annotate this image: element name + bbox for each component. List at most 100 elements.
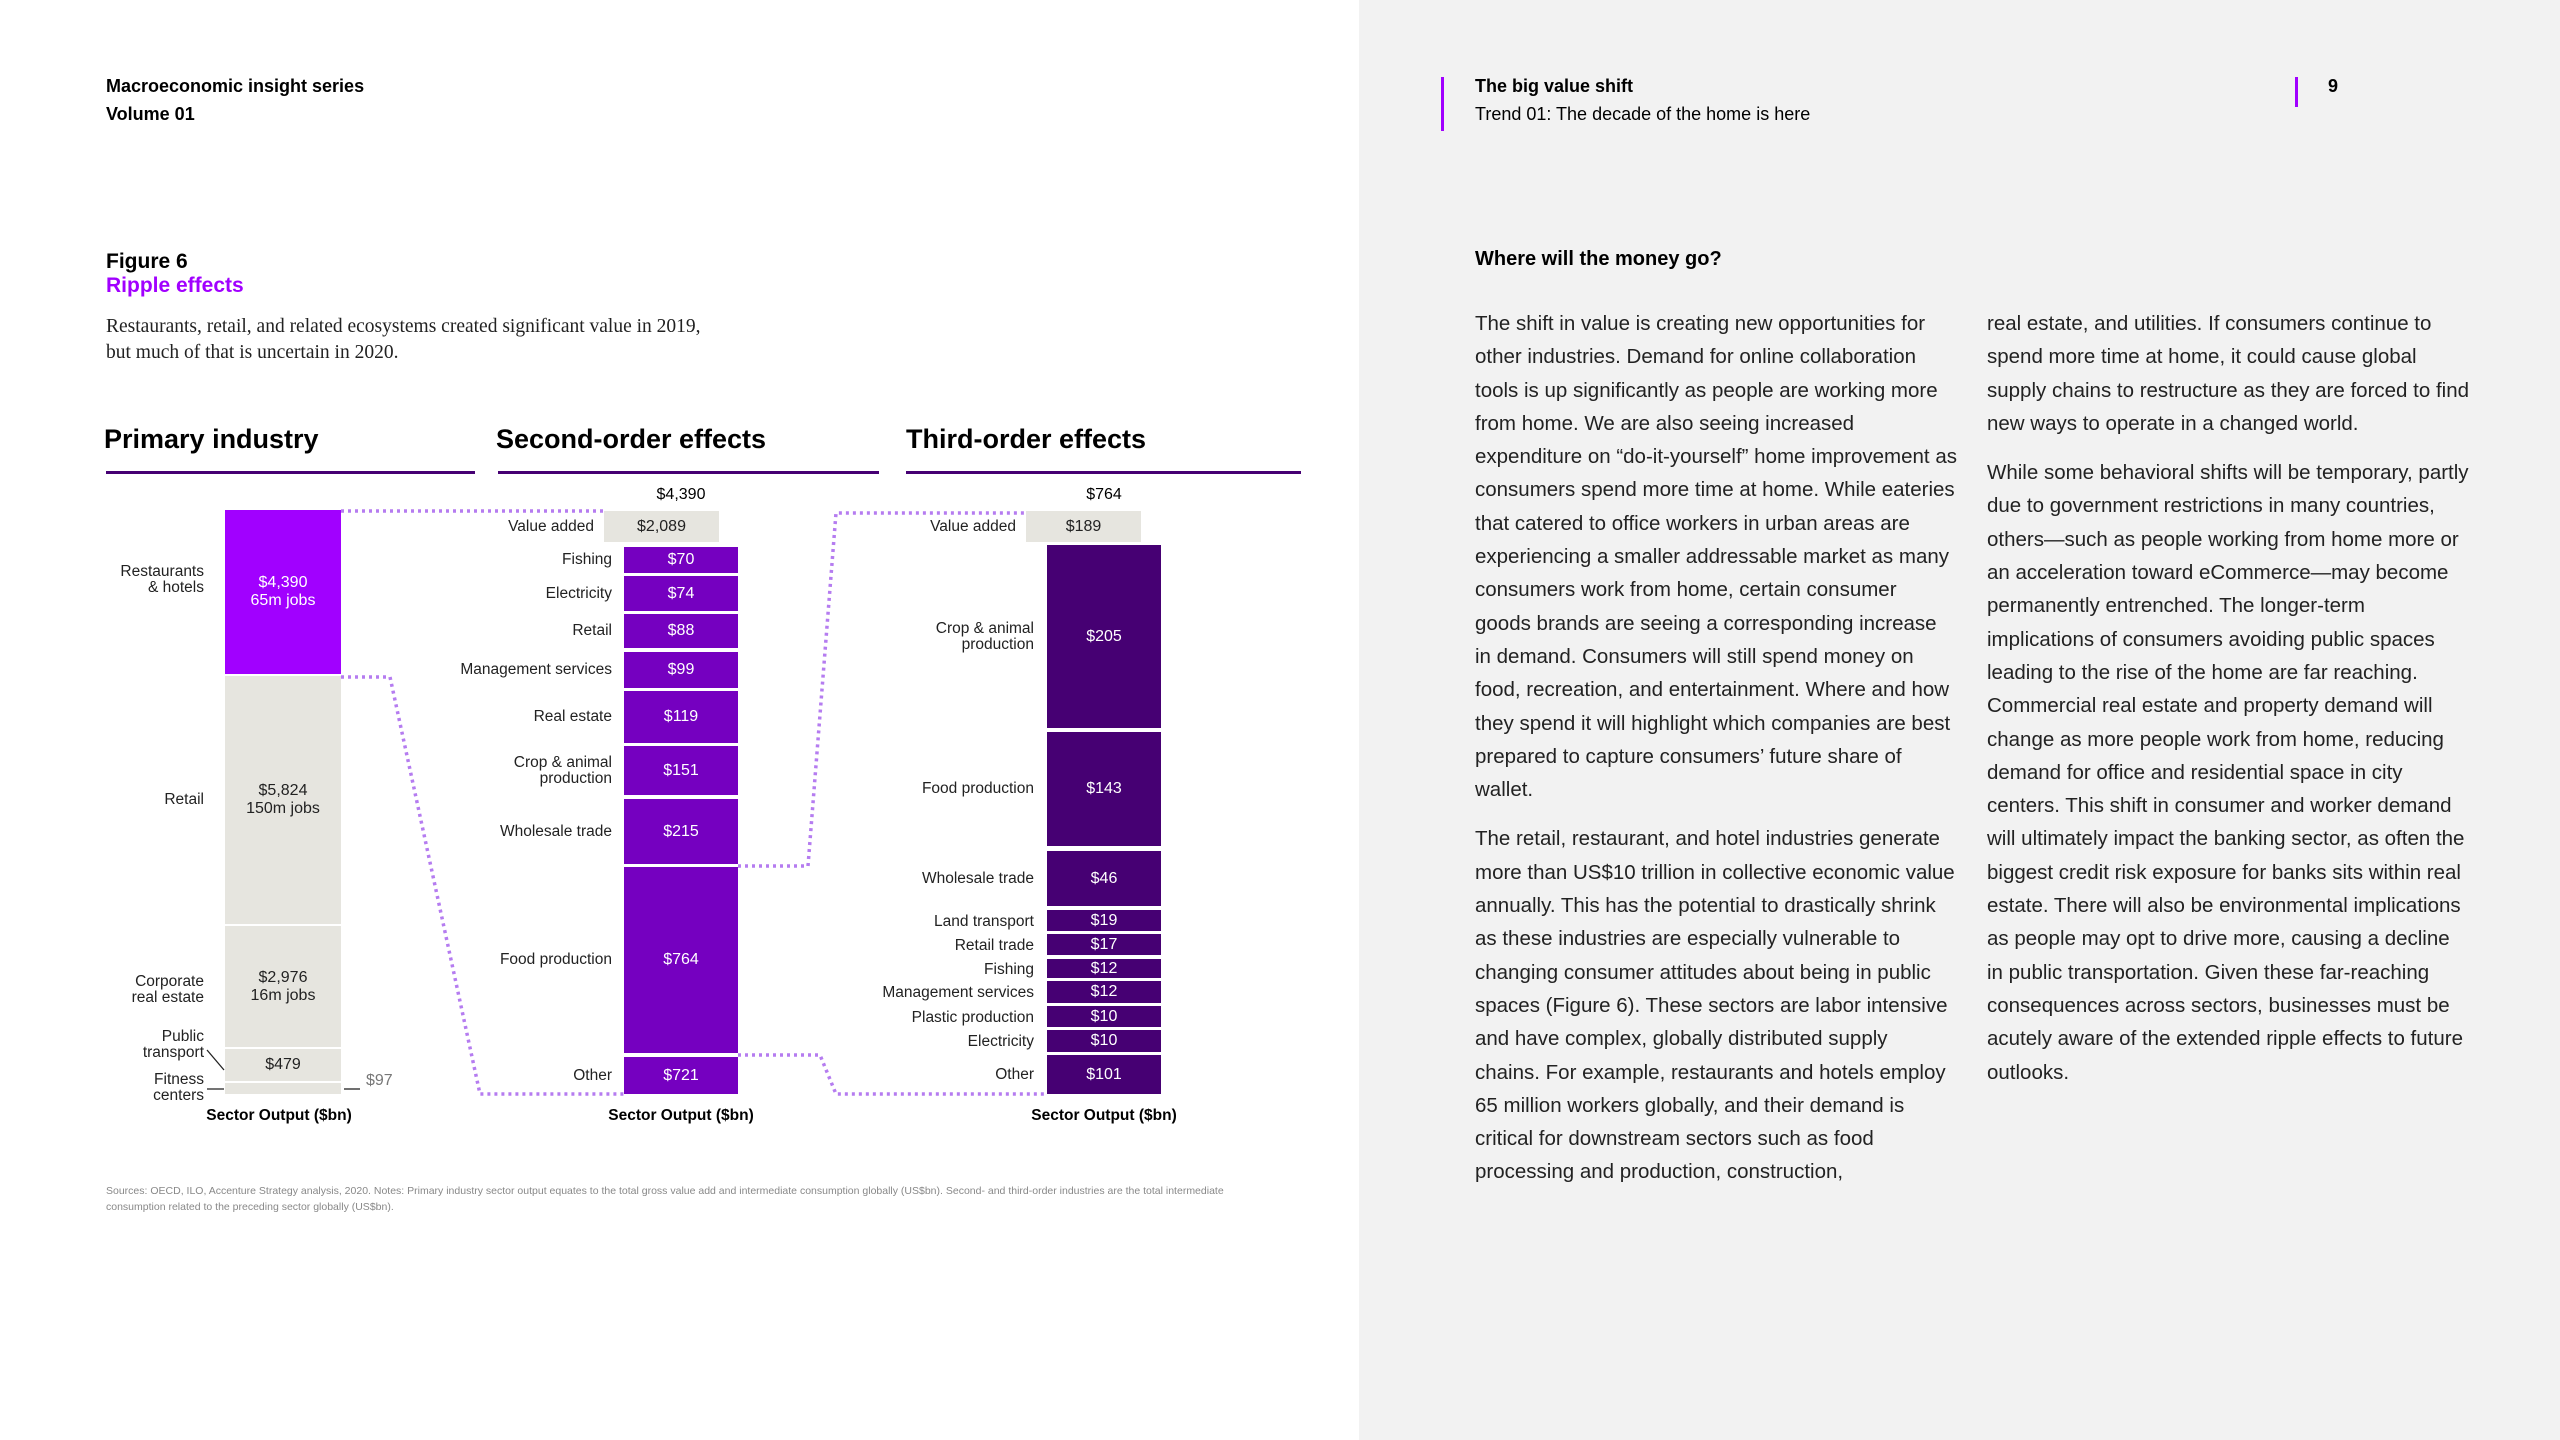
paragraph: The retail, restaurant, and hotel indust…	[1475, 827, 1955, 1184]
segment-value: $2,976	[258, 968, 308, 986]
segment-label: Wholesale trade	[499, 822, 612, 840]
panel-underline	[498, 471, 879, 474]
bar-segment: $151	[624, 746, 738, 795]
segment-label: Wholesale trade	[921, 869, 1034, 887]
chapter-title: The big value shift	[1475, 76, 1634, 96]
bar-segment: $99	[624, 652, 738, 688]
segment-label: Other	[573, 1066, 612, 1084]
paragraph: The shift in value is creating new oppor…	[1475, 312, 1957, 802]
bar-segment: $10	[1047, 1006, 1161, 1027]
bar-segment: $215	[624, 799, 738, 864]
bar-segment: $5,824 150m jobs	[225, 676, 341, 924]
segment-label: Crop & animal production	[392, 746, 612, 795]
label-line: production	[961, 635, 1034, 653]
bar-segment: $19	[1047, 910, 1161, 931]
segment-label: Management services	[460, 661, 612, 678]
panel-underline	[106, 471, 475, 474]
label-line: Fitness	[154, 1071, 204, 1088]
segment-label: Crop & animal production	[814, 545, 1034, 728]
label-line: centers	[153, 1087, 204, 1104]
bar-segment: $101	[1047, 1055, 1161, 1094]
value-added-box: $189	[1026, 511, 1141, 542]
bar-segment: $4,390 65m jobs	[225, 510, 341, 674]
series-title: Macroeconomic insight series	[106, 76, 365, 96]
bar-segment: $17	[1047, 934, 1161, 955]
connector-line	[738, 511, 1026, 868]
label-line: real estate	[131, 989, 204, 1006]
figure-sources: Sources: OECD, ILO, Accenture Strategy a…	[106, 1185, 1224, 1213]
segment-label: Management services	[882, 984, 1034, 1001]
segment-value: $4,390	[258, 574, 308, 591]
chapter-subtitle: Trend 01: The decade of the home is here	[1475, 104, 1811, 124]
bar-segment: $74	[624, 576, 738, 611]
value-added-box: $2,089	[604, 511, 719, 542]
paragraph: While some behavioral shifts will be tem…	[1987, 461, 2469, 1084]
panel-total: $4,390	[656, 486, 706, 503]
segment-value: $97	[366, 1072, 393, 1089]
segment-label: Fishing	[562, 551, 612, 568]
label-line: production	[539, 769, 612, 787]
paragraph: real estate, and utilities. If consumers…	[1987, 312, 2470, 435]
label-line: Public	[161, 1028, 204, 1045]
bar-segment: $119	[624, 691, 738, 743]
bar-segment: $764	[624, 867, 738, 1053]
panel-title-second: Second-order effects	[496, 424, 767, 454]
bar-segment: $721	[624, 1057, 738, 1094]
label-line: Crop & animal	[935, 619, 1034, 637]
label-line: Corporate	[135, 973, 204, 990]
bar-segment: $70	[624, 547, 738, 573]
segment-label: Real estate	[533, 708, 612, 725]
segment-label: Food production	[921, 780, 1034, 797]
figure-title: Ripple effects	[106, 274, 244, 297]
segment-label: Electricity	[967, 1033, 1034, 1050]
bar-segment: $88	[624, 614, 738, 648]
segment-label: Other	[995, 1065, 1034, 1083]
article-heading: Where will the money go?	[1475, 248, 1722, 270]
segment-label: Corporate real estate	[60, 970, 204, 1010]
panel-total: $764	[1086, 486, 1122, 503]
segment-jobs: 65m jobs	[250, 592, 316, 609]
panel-title-primary: Primary industry	[104, 424, 319, 454]
axis-label: Sector Output ($bn)	[608, 1107, 754, 1124]
figure-number: Figure 6	[106, 250, 188, 273]
segment-label: Retail	[164, 791, 204, 808]
article-column-1: The shift in value is creating new oppor…	[1475, 307, 1957, 1205]
bar-segment: $205	[1047, 545, 1161, 728]
segment-label: Fishing	[984, 960, 1034, 978]
segment-label: Food production	[499, 951, 612, 968]
bar-segment: $46	[1047, 851, 1161, 906]
label-line: Crop & animal	[513, 753, 612, 771]
segment-jobs: 16m jobs	[250, 986, 316, 1004]
right-page-background	[1359, 0, 2560, 1440]
segment-label: Retail	[572, 622, 612, 639]
header-accent-bar	[1441, 77, 1444, 131]
figure-description: Restaurants, retail, and related ecosyst…	[106, 316, 701, 363]
page-number-bar	[2295, 77, 2298, 107]
panel-title-third: Third-order effects	[906, 424, 1147, 454]
axis-label: Sector Output ($bn)	[206, 1107, 352, 1124]
article-column-2: real estate, and utilities. If consumers…	[1987, 307, 2469, 1105]
label-line: & hotels	[147, 579, 204, 596]
segment-label: Public transport	[60, 1025, 204, 1065]
segment-label: Land transport	[934, 912, 1034, 930]
bar-segment: $2,976 16m jobs	[225, 926, 341, 1047]
segment-value: $5,824	[258, 782, 308, 799]
bar-segment: $10	[1047, 1030, 1161, 1052]
axis-label: Sector Output ($bn)	[1031, 1107, 1177, 1124]
connector-line	[341, 675, 624, 1096]
bar-segment: $143	[1047, 732, 1161, 846]
bar-segment	[225, 1083, 341, 1094]
volume-label: Volume 01	[106, 104, 195, 124]
bar-segment: $12	[1047, 959, 1161, 978]
segment-jobs: 150m jobs	[246, 800, 320, 817]
segment-label: Retail trade	[954, 936, 1034, 954]
segment-label: Fitness centers	[60, 1068, 204, 1108]
value-added-label: Value added	[508, 517, 594, 535]
segment-label: Plastic production	[911, 1008, 1034, 1026]
bar-segment: $12	[1047, 981, 1161, 1003]
label-line: transport	[142, 1044, 204, 1061]
value-added-label: Value added	[930, 517, 1016, 535]
segment-value: $479	[265, 1056, 301, 1073]
page-number: 9	[2328, 76, 2339, 96]
panel-underline	[906, 471, 1301, 474]
